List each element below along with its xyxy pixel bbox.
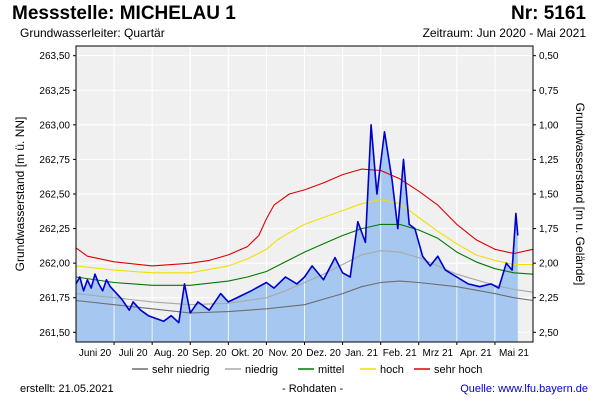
series-line-mittel xyxy=(75,223,534,286)
y-tick-left: 262,00 xyxy=(39,259,70,270)
series-lines xyxy=(75,124,534,324)
y-axis-left-title: Grundwasserstand [m ü. NN] xyxy=(13,117,27,272)
source-prefix: Quelle: xyxy=(460,383,499,395)
created-date: erstellt: 21.05.2021 xyxy=(20,383,114,395)
y-tick-left: 263,50 xyxy=(39,51,70,62)
y-tick-right: 2,00 xyxy=(539,259,559,270)
x-tick-label: Mai 21 xyxy=(499,348,529,359)
series-line-grundwasserstand xyxy=(75,124,519,324)
y-tick-right: 0,50 xyxy=(539,51,559,62)
y-tick-left: 262,75 xyxy=(39,155,70,166)
y-tick-right: 0,75 xyxy=(539,86,559,97)
level-area-fill xyxy=(76,124,518,342)
legend-label: mittel xyxy=(318,364,344,376)
station-number: Nr: 5161 xyxy=(511,3,586,24)
station-title: Messstelle: MICHELAU 1 xyxy=(12,3,236,24)
source-link[interactable]: www.lfu.bayern.de xyxy=(498,383,588,395)
y-tick-left: 263,00 xyxy=(39,120,70,131)
y-tick-right: 1,25 xyxy=(539,155,559,166)
x-tick-label: Sep. 20 xyxy=(192,348,227,359)
legend-label: hoch xyxy=(380,364,404,376)
x-tick-label: Juni 20 xyxy=(79,348,112,359)
legend: sehr niedrig niedrig mittel hoch sehr hoch xyxy=(132,364,482,376)
y-tick-right: 1,75 xyxy=(539,224,559,235)
tick-labels: 263,50 0,50 263,25 0,75 263,00 1,00 262,75 1,25… xyxy=(39,51,558,359)
y-tick-left: 262,25 xyxy=(39,224,70,235)
legend-label: sehr niedrig xyxy=(152,364,209,376)
x-tick-label: Mrz 21 xyxy=(423,348,454,359)
level-fill-area xyxy=(76,46,518,342)
series-line-hoch xyxy=(75,198,533,274)
y-tick-left: 261,50 xyxy=(39,328,70,339)
y-tick-left: 262,50 xyxy=(39,190,70,201)
legend-label: niedrig xyxy=(245,364,278,376)
y-tick-left: 261,75 xyxy=(39,293,70,304)
y-tick-left: 263,25 xyxy=(39,86,70,97)
y-tick-right: 1,00 xyxy=(539,120,559,131)
x-tick-label: Nov. 20 xyxy=(269,348,303,359)
period-label: Zeitraum: Jun 2020 - Mai 2021 xyxy=(422,26,586,40)
source-label: Quelle: www.lfu.bayern.de xyxy=(460,383,588,395)
y-tick-right: 1,50 xyxy=(539,190,559,201)
x-tick-label: Jan. 21 xyxy=(345,348,378,359)
series-line-sehr-hoch xyxy=(75,168,534,267)
y-axis-right-title: Grundwasserstand [m u. Gelände] xyxy=(573,103,587,286)
x-tick-label: Apr. 21 xyxy=(460,348,492,359)
x-tick-label: Feb. 21 xyxy=(383,348,417,359)
series-line-sehr-niedrig xyxy=(75,280,534,314)
aquifer-label: Grundwasserleiter: Quartär xyxy=(20,26,165,40)
y-tick-right: 2,50 xyxy=(539,328,559,339)
x-tick-label: Aug. 20 xyxy=(154,348,189,359)
y-tick-right: 2,25 xyxy=(539,293,559,304)
x-tick-label: Okt. 20 xyxy=(231,348,264,359)
raw-data-label: - Rohdaten - xyxy=(282,383,344,395)
x-tick-label: Juli 20 xyxy=(119,348,148,359)
x-tick-label: Dez. 20 xyxy=(306,348,341,359)
legend-label: sehr hoch xyxy=(434,364,482,376)
